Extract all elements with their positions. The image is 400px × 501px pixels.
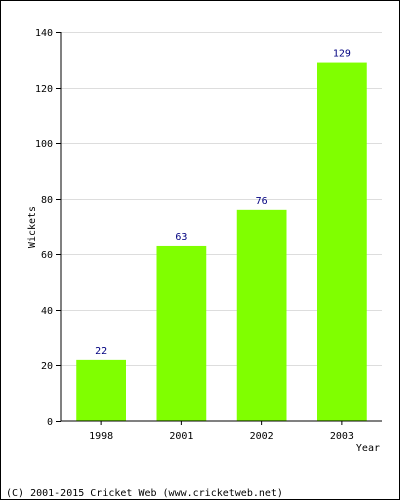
copyright-footer: (C) 2001-2015 Cricket Web (www.cricketwe… bbox=[6, 488, 283, 499]
y-tick-label: 80 bbox=[41, 195, 53, 206]
data-label: 129 bbox=[333, 49, 351, 60]
y-tick-label: 40 bbox=[41, 306, 53, 317]
data-label: 76 bbox=[256, 196, 268, 207]
y-tick-label: 60 bbox=[41, 250, 53, 261]
x-category-label: 2003 bbox=[330, 431, 354, 442]
bar bbox=[236, 209, 287, 421]
bar bbox=[156, 245, 207, 421]
y-axis-title: Wickets bbox=[27, 206, 38, 248]
grid-lines bbox=[61, 32, 382, 366]
axes bbox=[56, 32, 382, 425]
y-tick-label: 20 bbox=[41, 361, 53, 372]
x-category-label: 2002 bbox=[250, 431, 274, 442]
x-category-label: 2001 bbox=[169, 431, 193, 442]
labels: 0 20 40 60 80 100 120 140 22 1998 63 2001 76 2002 129 2… bbox=[35, 28, 354, 442]
data-label: 22 bbox=[95, 346, 107, 357]
bars bbox=[76, 62, 367, 422]
x-axis-title: Year bbox=[356, 443, 380, 454]
y-tick-label: 140 bbox=[35, 28, 53, 39]
bar bbox=[76, 359, 127, 421]
y-tick-label: 120 bbox=[35, 84, 53, 95]
bar bbox=[316, 62, 367, 422]
y-tick-label: 100 bbox=[35, 139, 53, 150]
data-label: 63 bbox=[175, 232, 187, 243]
x-category-label: 1998 bbox=[89, 431, 113, 442]
y-tick-label: 0 bbox=[47, 417, 53, 428]
